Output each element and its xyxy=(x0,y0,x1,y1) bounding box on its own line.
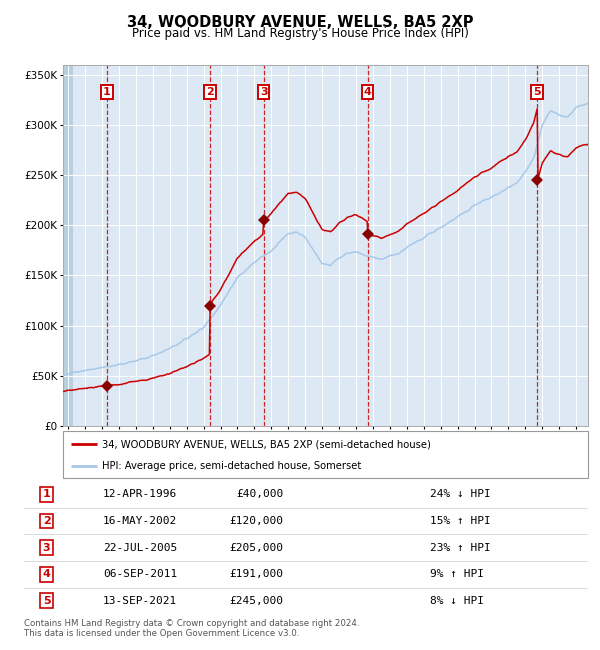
Text: £245,000: £245,000 xyxy=(229,596,283,606)
Text: 5: 5 xyxy=(43,596,50,606)
Text: 16-MAY-2002: 16-MAY-2002 xyxy=(103,516,177,526)
Text: 8% ↓ HPI: 8% ↓ HPI xyxy=(430,596,484,606)
Text: 3: 3 xyxy=(260,87,268,97)
FancyBboxPatch shape xyxy=(63,431,588,478)
Text: 4: 4 xyxy=(364,87,371,97)
Text: 3: 3 xyxy=(43,543,50,552)
Text: £120,000: £120,000 xyxy=(229,516,283,526)
Text: 22-JUL-2005: 22-JUL-2005 xyxy=(103,543,177,552)
Text: 2: 2 xyxy=(206,87,214,97)
Text: 06-SEP-2011: 06-SEP-2011 xyxy=(103,569,177,579)
Text: 24% ↓ HPI: 24% ↓ HPI xyxy=(430,489,491,499)
Text: Price paid vs. HM Land Registry's House Price Index (HPI): Price paid vs. HM Land Registry's House … xyxy=(131,27,469,40)
Text: 34, WOODBURY AVENUE, WELLS, BA5 2XP (semi-detached house): 34, WOODBURY AVENUE, WELLS, BA5 2XP (sem… xyxy=(103,439,431,449)
Text: 1: 1 xyxy=(43,489,50,499)
Text: 15% ↑ HPI: 15% ↑ HPI xyxy=(430,516,491,526)
Text: £40,000: £40,000 xyxy=(236,489,283,499)
Text: Contains HM Land Registry data © Crown copyright and database right 2024.
This d: Contains HM Land Registry data © Crown c… xyxy=(24,619,359,638)
Text: 1: 1 xyxy=(103,87,110,97)
Text: £205,000: £205,000 xyxy=(229,543,283,552)
Text: 4: 4 xyxy=(43,569,50,579)
Text: 23% ↑ HPI: 23% ↑ HPI xyxy=(430,543,491,552)
Text: 12-APR-1996: 12-APR-1996 xyxy=(103,489,177,499)
Text: 13-SEP-2021: 13-SEP-2021 xyxy=(103,596,177,606)
Text: HPI: Average price, semi-detached house, Somerset: HPI: Average price, semi-detached house,… xyxy=(103,461,362,471)
Text: £191,000: £191,000 xyxy=(229,569,283,579)
Text: 2: 2 xyxy=(43,516,50,526)
Text: 9% ↑ HPI: 9% ↑ HPI xyxy=(430,569,484,579)
Text: 5: 5 xyxy=(533,87,541,97)
Text: 34, WOODBURY AVENUE, WELLS, BA5 2XP: 34, WOODBURY AVENUE, WELLS, BA5 2XP xyxy=(127,14,473,30)
Bar xyxy=(63,65,73,426)
